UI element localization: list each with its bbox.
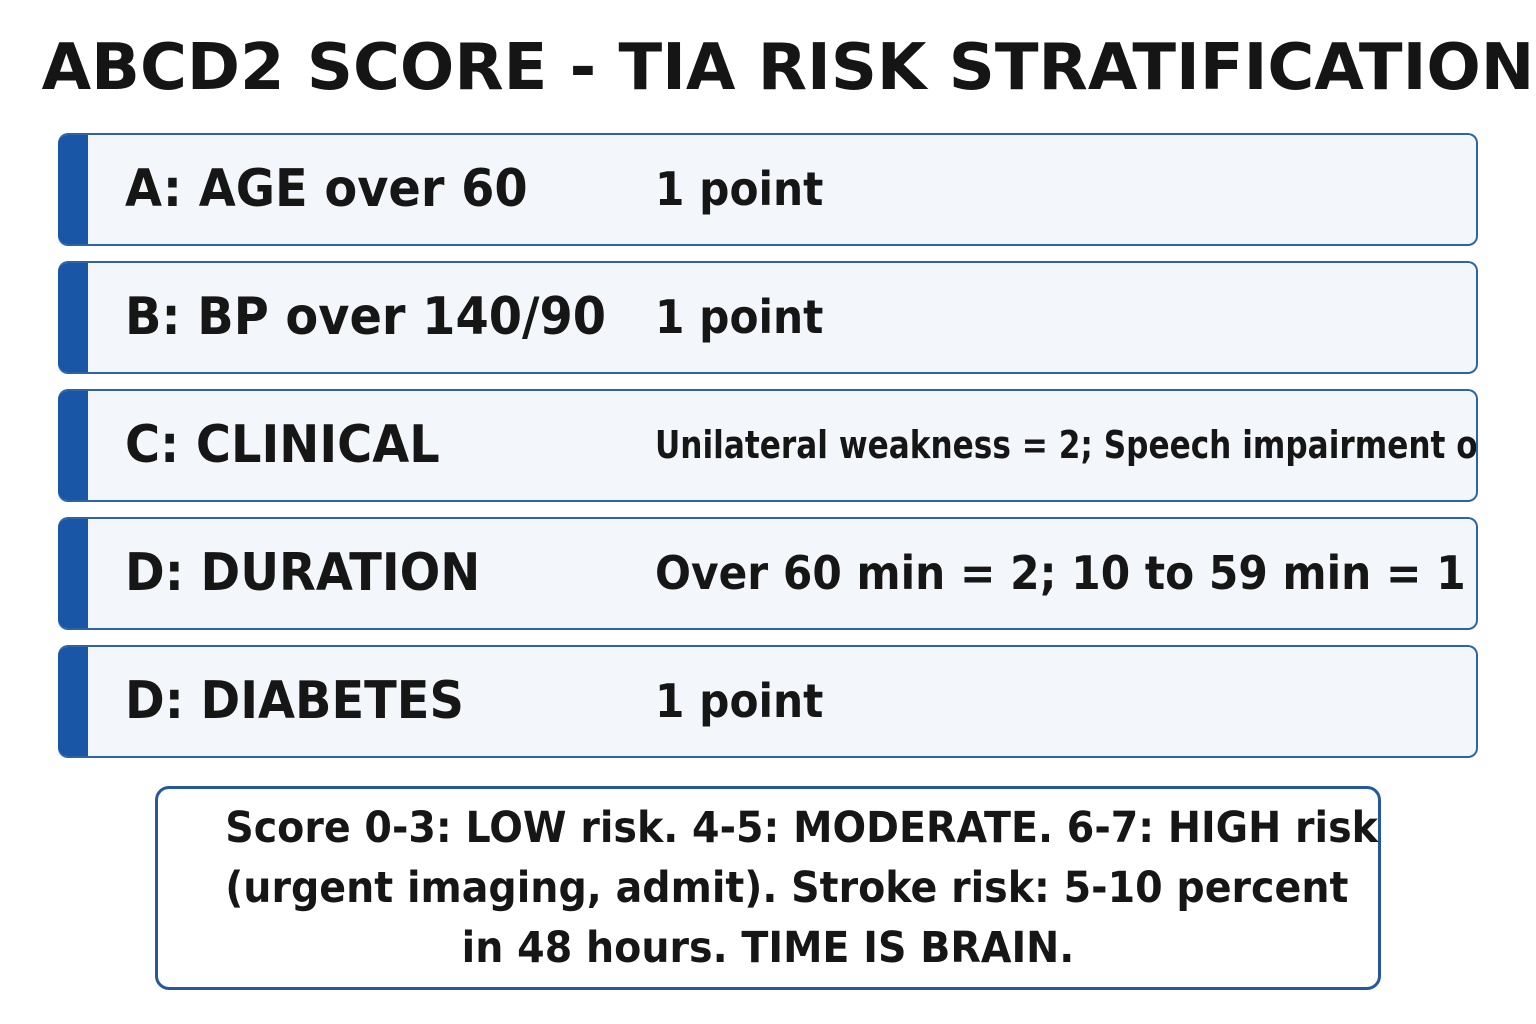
criterion-label: D: DIABETES: [125, 671, 464, 731]
risk-summary-box: Score 0-3: LOW risk. 4-5: MODERATE. 6-7:…: [155, 786, 1381, 990]
criterion-age: A: AGE over 60 1 point: [58, 133, 1478, 246]
criteria-list: A: AGE over 60 1 point B: BP over 140/90…: [58, 133, 1478, 773]
criterion-value: Unilateral weakness = 2; Speech impairme…: [655, 423, 1478, 467]
row-accent-bar: [58, 647, 88, 756]
row-accent-bar: [58, 391, 88, 500]
criterion-diabetes: D: DIABETES 1 point: [58, 645, 1478, 758]
criterion-duration: D: DURATION Over 60 min = 2; 10 to 59 mi…: [58, 517, 1478, 630]
summary-line: Score 0-3: LOW risk. 4-5: MODERATE. 6-7:…: [225, 803, 1378, 853]
criterion-label: C: CLINICAL: [125, 415, 440, 475]
criterion-value: 1 point: [655, 162, 824, 216]
row-accent-bar: [58, 263, 88, 372]
criterion-value: 1 point: [655, 290, 824, 344]
criterion-label: D: DURATION: [125, 543, 481, 603]
criterion-value: 1 point: [655, 674, 824, 728]
summary-line: (urgent imaging, admit). Stroke risk: 5-…: [225, 863, 1349, 913]
criterion-clinical: C: CLINICAL Unilateral weakness = 2; Spe…: [58, 389, 1478, 502]
criterion-value: Over 60 min = 2; 10 to 59 min = 1: [655, 546, 1466, 600]
risk-summary-text: Score 0-3: LOW risk. 4-5: MODERATE. 6-7:…: [178, 798, 1378, 978]
criterion-label: B: BP over 140/90: [125, 287, 607, 347]
criterion-label: A: AGE over 60: [125, 159, 528, 219]
page-title: ABCD2 SCORE - TIA RISK STRATIFICATION: [41, 31, 1535, 105]
criterion-blood-pressure: B: BP over 140/90 1 point: [58, 261, 1478, 374]
summary-line: in 48 hours. TIME IS BRAIN.: [461, 923, 1075, 973]
row-accent-bar: [58, 519, 88, 628]
row-accent-bar: [58, 135, 88, 244]
